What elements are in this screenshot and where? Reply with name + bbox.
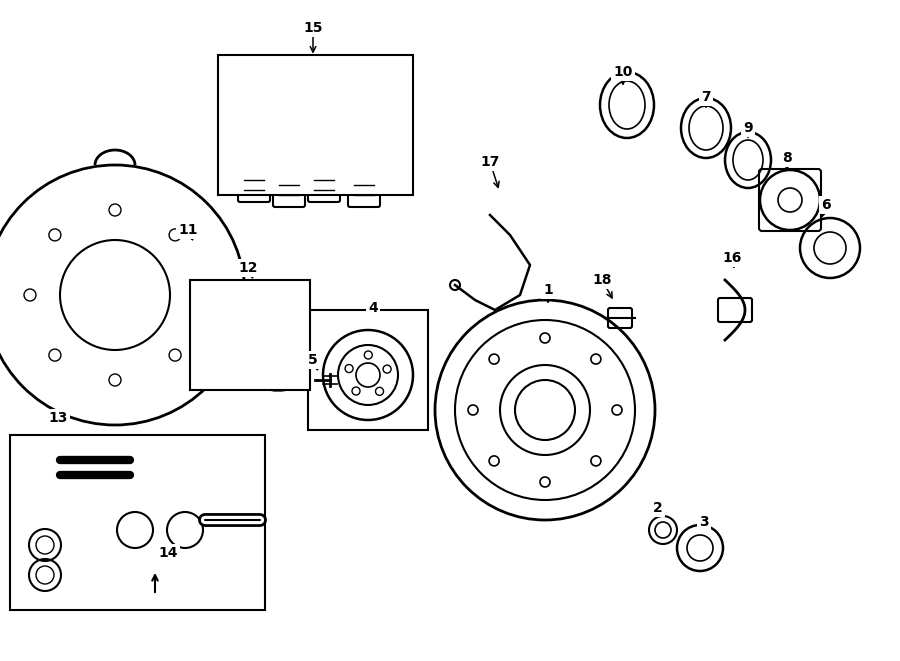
Text: 14: 14	[158, 546, 178, 560]
Text: 2: 2	[653, 501, 663, 515]
Text: 1: 1	[540, 284, 550, 298]
Text: 12: 12	[238, 261, 257, 275]
Text: 4: 4	[368, 301, 378, 315]
Bar	[218, 55, 413, 195]
Text: 5: 5	[308, 353, 318, 367]
Text: 11: 11	[178, 223, 198, 237]
Text: 15: 15	[303, 21, 323, 35]
Bar	[308, 310, 428, 430]
Text: 3: 3	[699, 515, 709, 529]
Bar	[10, 435, 265, 610]
Text: 13: 13	[49, 411, 68, 425]
Text: 6: 6	[821, 198, 831, 212]
Text: 1: 1	[543, 283, 553, 297]
Text: 9: 9	[743, 121, 752, 135]
Text: 16: 16	[723, 251, 742, 265]
Text: 17: 17	[481, 155, 500, 169]
Text: 18: 18	[592, 273, 612, 287]
Bar	[190, 280, 310, 390]
Text: 10: 10	[613, 65, 633, 79]
Text: 7: 7	[701, 90, 711, 104]
Text: 8: 8	[782, 151, 792, 165]
